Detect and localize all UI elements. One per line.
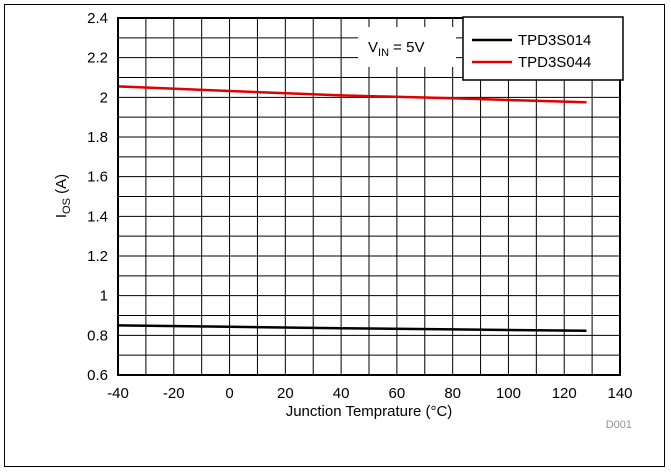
y-tick-label: 1	[100, 288, 108, 305]
series-lines	[117, 85, 587, 333]
y-tick-labels: 0.6 0.8 1 1.2 1.4 1.6 1.8 2 2.2 2.4	[87, 10, 108, 384]
x-tick-label: -40	[107, 385, 129, 402]
figure-id: D001	[606, 419, 632, 431]
y-tick-label: 1.8	[87, 129, 108, 146]
x-tick-label: 60	[389, 385, 406, 402]
x-tick-label: 100	[496, 385, 521, 402]
y-tick-label: 2.4	[87, 10, 108, 27]
x-axis-label: Junction Temprature (°C)	[286, 403, 453, 420]
y-tick-label: 0.8	[87, 327, 108, 344]
y-tick-label: 0.6	[87, 367, 108, 384]
x-tick-label: 120	[552, 385, 577, 402]
plot-border	[117, 17, 621, 376]
legend-label-tpd3s014: TPD3S014	[518, 32, 591, 49]
x-tick-label: 20	[277, 385, 294, 402]
annotation-sub: IN	[378, 47, 389, 59]
annotation-main: V	[368, 39, 378, 56]
y-axis-label: IOS (A)	[53, 174, 73, 218]
x-tick-label: 0	[225, 385, 233, 402]
y-axis-label-sub: OS	[61, 198, 73, 214]
x-tick-label: 40	[333, 385, 350, 402]
x-tick-labels: -40 -20 0 20 40 60 80 100 120 140	[107, 385, 632, 402]
x-tick-label: 140	[607, 385, 632, 402]
y-tick-label: 1.2	[87, 248, 108, 265]
legend: TPD3S014 TPD3S044	[462, 16, 624, 81]
x-tick-label: -20	[163, 385, 185, 402]
annotation-box	[358, 27, 456, 67]
annotation-vin: VIN = 5V	[368, 39, 424, 59]
y-axis-label-main: I	[53, 214, 70, 218]
y-tick-label: 2	[100, 89, 108, 106]
annotation-rest: = 5V	[389, 39, 424, 56]
y-tick-label: 1.6	[87, 169, 108, 186]
y-tick-label: 2.2	[87, 50, 108, 67]
chart-frame	[4, 4, 665, 467]
x-tick-label: 80	[444, 385, 461, 402]
y-tick-label: 1.4	[87, 208, 108, 225]
series-line-tpd3s044	[117, 85, 587, 104]
legend-label-tpd3s044: TPD3S044	[518, 54, 591, 71]
series-line-tpd3s014	[117, 324, 587, 333]
legend-box	[462, 16, 624, 81]
y-axis-label-unit: (A)	[53, 174, 70, 198]
